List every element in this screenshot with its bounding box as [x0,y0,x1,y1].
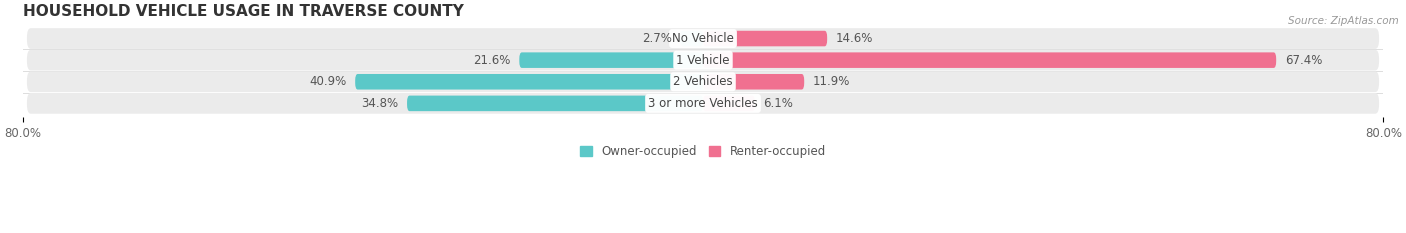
Text: 2 Vehicles: 2 Vehicles [673,75,733,88]
FancyBboxPatch shape [703,31,827,46]
FancyBboxPatch shape [681,31,703,46]
Text: HOUSEHOLD VEHICLE USAGE IN TRAVERSE COUNTY: HOUSEHOLD VEHICLE USAGE IN TRAVERSE COUN… [22,4,464,19]
FancyBboxPatch shape [703,74,804,89]
FancyBboxPatch shape [519,52,703,68]
FancyBboxPatch shape [27,50,1379,71]
Legend: Owner-occupied, Renter-occupied: Owner-occupied, Renter-occupied [575,140,831,163]
FancyBboxPatch shape [27,71,1379,92]
Text: 14.6%: 14.6% [835,32,873,45]
FancyBboxPatch shape [27,93,1379,114]
FancyBboxPatch shape [408,96,703,111]
Text: 11.9%: 11.9% [813,75,851,88]
Text: Source: ZipAtlas.com: Source: ZipAtlas.com [1288,16,1399,26]
FancyBboxPatch shape [27,28,1379,49]
Text: 67.4%: 67.4% [1285,54,1322,67]
Text: 1 Vehicle: 1 Vehicle [676,54,730,67]
Text: 2.7%: 2.7% [641,32,672,45]
Text: No Vehicle: No Vehicle [672,32,734,45]
Text: 40.9%: 40.9% [309,75,347,88]
Text: 34.8%: 34.8% [361,97,398,110]
Text: 3 or more Vehicles: 3 or more Vehicles [648,97,758,110]
FancyBboxPatch shape [703,52,1277,68]
Text: 21.6%: 21.6% [474,54,510,67]
FancyBboxPatch shape [703,96,755,111]
FancyBboxPatch shape [356,74,703,89]
Text: 6.1%: 6.1% [763,97,793,110]
